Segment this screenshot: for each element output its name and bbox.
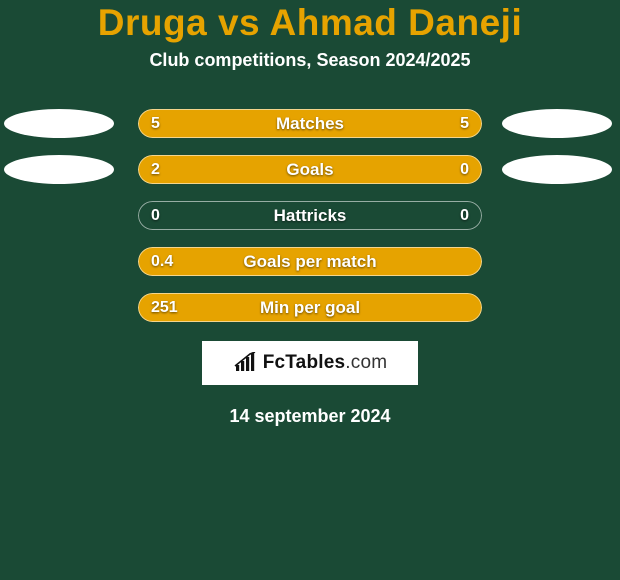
stat-bar: 0.4 Goals per match: [138, 247, 482, 276]
left-ellipse: [4, 155, 114, 184]
stat-bar: 2 Goals 0: [138, 155, 482, 184]
left-ellipse: [4, 109, 114, 138]
stat-label: Hattricks: [138, 201, 482, 230]
stat-value-right: 0: [460, 155, 469, 184]
stat-row: 0 Hattricks 0: [0, 201, 620, 230]
stat-row: 251 Min per goal: [0, 293, 620, 322]
stat-bar: 0 Hattricks 0: [138, 201, 482, 230]
stat-row: 0.4 Goals per match: [0, 247, 620, 276]
stats-rows: 5 Matches 5 2 Goals 0: [0, 109, 620, 322]
stat-row: 5 Matches 5: [0, 109, 620, 138]
stat-value-right: 0: [460, 201, 469, 230]
stat-row: 2 Goals 0: [0, 155, 620, 184]
logo-text: FcTables.com: [263, 352, 388, 374]
logo-suffix: .com: [345, 352, 387, 373]
date-text: 14 september 2024: [229, 406, 390, 427]
right-ellipse: [502, 155, 612, 184]
stat-value-right: 5: [460, 109, 469, 138]
stat-label: Min per goal: [138, 293, 482, 322]
right-ellipse: [502, 109, 612, 138]
bar-chart-icon: [233, 352, 259, 374]
stat-bar: 251 Min per goal: [138, 293, 482, 322]
infographic-container: Druga vs Ahmad Daneji Club competitions,…: [0, 0, 620, 580]
subtitle: Club competitions, Season 2024/2025: [149, 50, 470, 71]
stat-label: Matches: [138, 109, 482, 138]
logo-badge: FcTables.com: [202, 341, 418, 385]
stat-label: Goals: [138, 155, 482, 184]
stat-label: Goals per match: [138, 247, 482, 276]
page-title: Druga vs Ahmad Daneji: [98, 2, 522, 44]
logo-brand: FcTables: [263, 352, 346, 373]
stat-bar: 5 Matches 5: [138, 109, 482, 138]
